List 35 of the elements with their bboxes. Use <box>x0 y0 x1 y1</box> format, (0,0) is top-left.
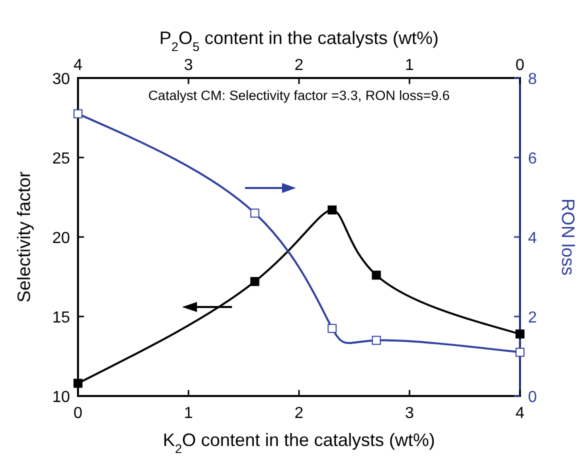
x2-axis-title: P$_{2}$O$_{5}$ content in the catalysts (wt%) <box>159 28 439 54</box>
x-tick-label: 1 <box>184 405 194 422</box>
y2-tick-label: 4 <box>528 230 537 247</box>
y2-tick-label: 8 <box>528 71 537 88</box>
x2-tick-label: 1 <box>405 57 414 74</box>
x2-tick-label: 3 <box>184 57 194 74</box>
y2-axis-title: RON loss <box>558 198 578 276</box>
y-tick-label: 30 <box>52 71 70 88</box>
y-axis-title: Selectivity factor <box>14 171 34 303</box>
point <box>74 109 82 118</box>
x2-tick-label: 4 <box>74 57 83 74</box>
point <box>74 378 82 388</box>
x-tick-label: 2 <box>294 405 304 422</box>
y2-tick-label: 6 <box>528 150 537 168</box>
point <box>328 205 337 214</box>
point <box>372 270 381 280</box>
x-axis-title: K$_{2}$O content in the catalysts (wt%) <box>162 430 436 456</box>
x-tick-label: 0 <box>74 405 83 422</box>
y-tick-label: 15 <box>52 310 70 326</box>
point <box>250 277 260 286</box>
point <box>372 336 381 345</box>
x2-tick-label: 0 <box>516 57 525 74</box>
y-tick-label: 25 <box>52 150 70 168</box>
x-tick-label: 4 <box>516 405 525 422</box>
point <box>250 208 260 218</box>
point <box>328 324 337 333</box>
y-tick-label: 10 <box>52 389 70 406</box>
x-tick-label: 3 <box>405 405 414 422</box>
x2-tick-label: 2 <box>294 57 304 74</box>
point <box>516 329 524 338</box>
y2-tick-label: 0 <box>528 389 537 406</box>
point <box>516 348 524 357</box>
annotation: Catalyst CM: Selectivity factor =3.3, RON loss=9.6 <box>148 88 450 103</box>
y2-tick-label: 2 <box>528 310 537 326</box>
y-tick-label: 20 <box>52 230 70 247</box>
